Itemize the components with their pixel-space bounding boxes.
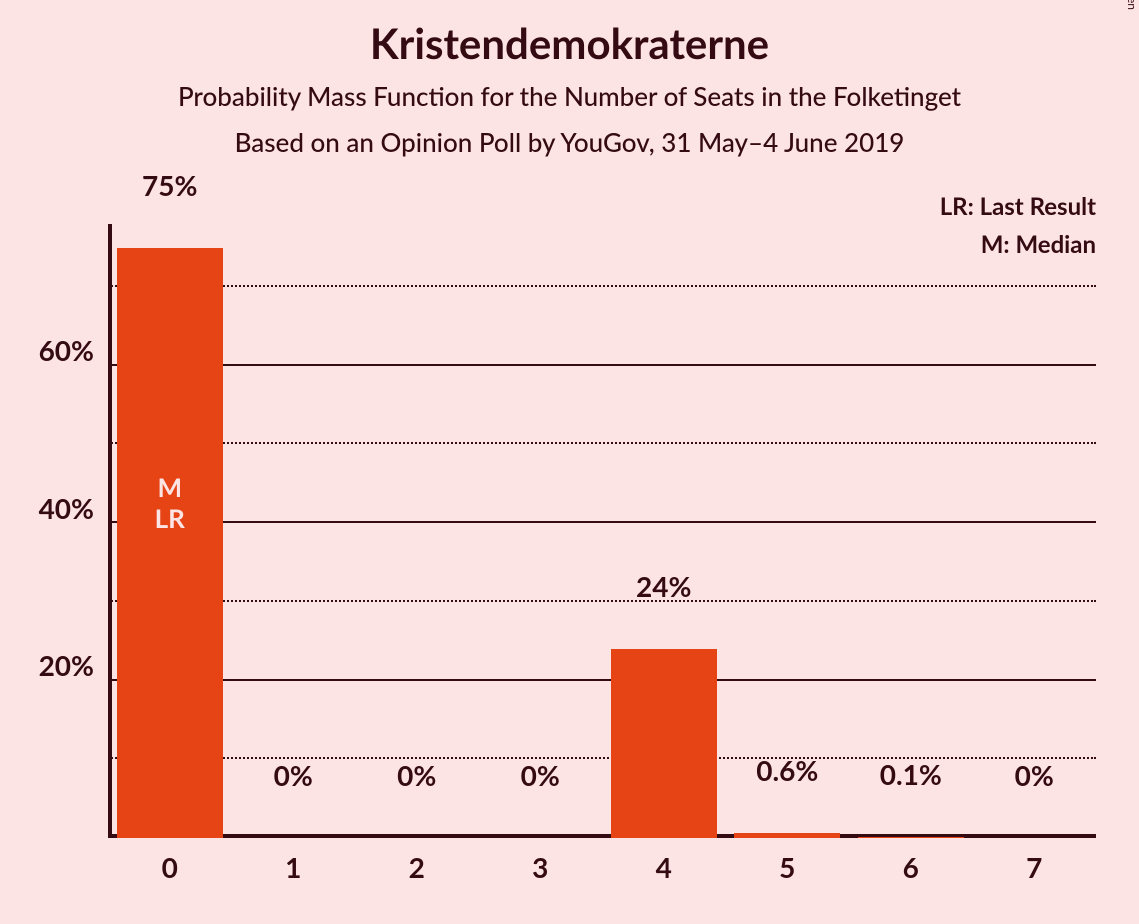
- x-tick-label: 2: [409, 838, 425, 884]
- bar-value-label: 0%: [397, 758, 436, 798]
- chart-subtitle-1: Probability Mass Function for the Number…: [0, 80, 1139, 112]
- x-tick-label: 5: [779, 838, 795, 884]
- bar: [611, 649, 717, 838]
- y-axis-line: [108, 224, 112, 838]
- chart-title: Kristendemokraterne: [0, 18, 1139, 68]
- chart-subtitle-2: Based on an Opinion Poll by YouGov, 31 M…: [0, 126, 1139, 158]
- bar-value-label: 75%: [142, 168, 197, 208]
- y-tick-label: 60%: [39, 333, 108, 367]
- grid-major: [108, 364, 1096, 366]
- y-tick-label: 20%: [39, 648, 108, 682]
- bar-value-label: 0%: [521, 758, 560, 798]
- legend-last-result: LR: Last Result: [940, 192, 1096, 221]
- bar-value-label: 0.1%: [880, 757, 942, 797]
- x-tick-label: 7: [1026, 838, 1042, 884]
- grid-minor: [108, 600, 1096, 602]
- x-tick-label: 3: [532, 838, 548, 884]
- bar-value-label: 0.6%: [756, 753, 818, 793]
- bar-inner-label: MLR: [155, 472, 185, 534]
- copyright-text: © 2019 Filip van Laenen: [1125, 0, 1139, 10]
- bar-value-label: 24%: [636, 569, 691, 609]
- grid-major: [108, 679, 1096, 681]
- x-tick-label: 4: [656, 838, 672, 884]
- chart-plot-area: LR: Last Result M: Median 20%40%60%MLR75…: [108, 224, 1096, 838]
- grid-minor: [108, 442, 1096, 444]
- x-tick-label: 6: [903, 838, 919, 884]
- legend-median: M: Median: [981, 230, 1096, 259]
- grid-major: [108, 521, 1096, 523]
- bar-value-label: 0%: [274, 758, 313, 798]
- x-tick-label: 0: [162, 838, 178, 884]
- grid-minor: [108, 757, 1096, 759]
- bar-value-label: 0%: [1015, 758, 1054, 798]
- y-tick-label: 40%: [39, 491, 108, 525]
- bar: MLR: [117, 248, 223, 838]
- x-tick-label: 1: [285, 838, 301, 884]
- grid-minor: [108, 285, 1096, 287]
